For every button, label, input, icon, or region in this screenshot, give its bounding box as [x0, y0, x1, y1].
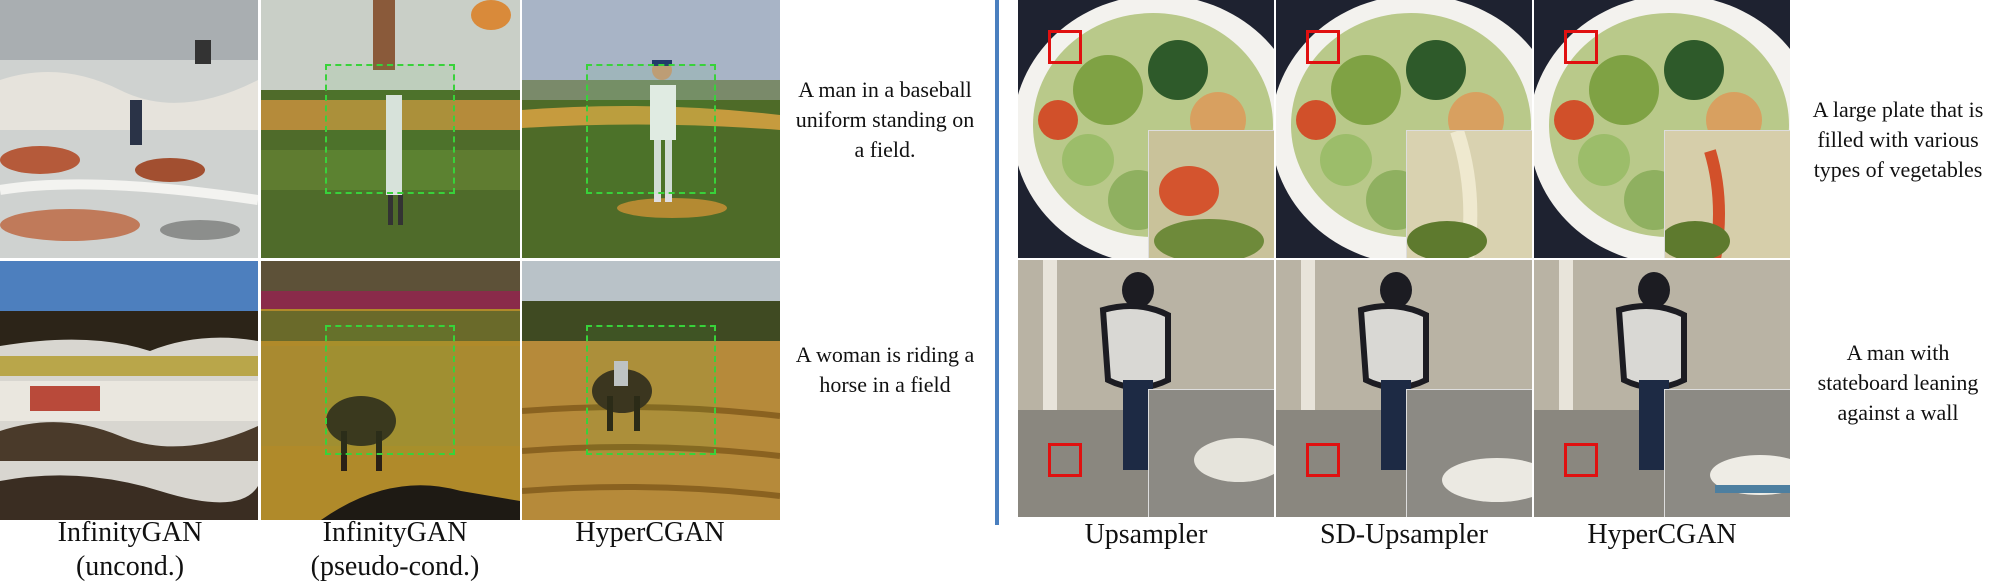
hypercgan-baseball-image	[522, 0, 780, 258]
zoom-inset	[1406, 389, 1532, 517]
infinitygan-uncond-horse-image	[0, 261, 258, 520]
center-crop-box	[325, 325, 455, 455]
zoom-inset	[1148, 130, 1274, 258]
crop-marker-box	[1564, 30, 1598, 64]
crop-marker-box	[1564, 443, 1598, 477]
sd-upsampler-plate-image	[1276, 0, 1532, 258]
zoom-inset	[1664, 130, 1790, 258]
right-row2-caption: A man with stateboard leaning against a …	[1817, 340, 1979, 425]
right-col2-label: SD-Upsampler	[1320, 519, 1488, 550]
left-col2-label: InfinityGAN (pseudo-cond.)	[310, 517, 480, 582]
zoom-inset	[1406, 130, 1532, 258]
crop-marker-box	[1048, 30, 1082, 64]
upsampler-plate-image	[1018, 0, 1274, 258]
infinitygan-pseudo-cond-horse-image	[261, 261, 520, 520]
hypercgan-plate-image	[1534, 0, 1790, 258]
crop-marker-box	[1306, 443, 1340, 477]
center-crop-box	[586, 64, 716, 194]
left-row1-caption: A man in a baseball uniform standing on …	[795, 77, 975, 162]
zoom-inset	[1148, 389, 1274, 517]
center-crop-box	[586, 325, 716, 455]
crop-marker-box	[1306, 30, 1340, 64]
hypercgan-horse-image	[522, 261, 780, 520]
hypercgan-skateboard-image	[1534, 260, 1790, 517]
right-row1-caption: A large plate that is filled with variou…	[1812, 97, 1984, 182]
upsampler-skateboard-image	[1018, 260, 1274, 517]
sd-upsampler-skateboard-image	[1276, 260, 1532, 517]
zoom-inset	[1664, 389, 1790, 517]
right-col3-label: HyperCGAN	[1587, 519, 1737, 550]
left-col3-label: HyperCGAN	[575, 517, 725, 548]
panel-divider	[995, 0, 999, 525]
crop-marker-box	[1048, 443, 1082, 477]
center-crop-box	[325, 64, 455, 194]
infinitygan-pseudo-cond-baseball-image	[261, 0, 520, 258]
right-col1-label: Upsampler	[1084, 519, 1208, 550]
infinitygan-uncond-baseball-image	[0, 0, 258, 258]
left-row2-caption: A woman is riding a horse in a field	[795, 342, 975, 397]
left-col1-label: InfinityGAN (uncond.)	[57, 517, 203, 582]
